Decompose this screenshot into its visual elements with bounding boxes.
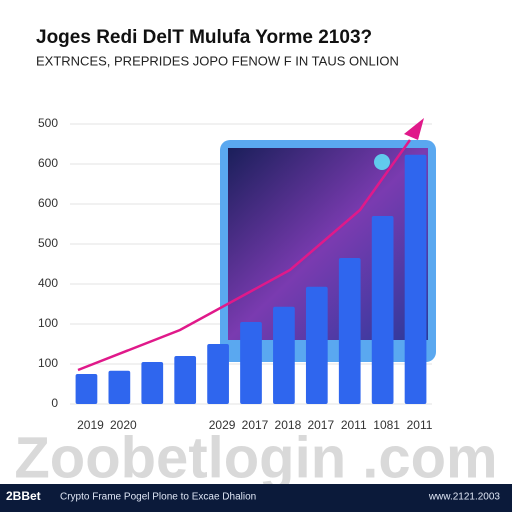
y-tick-label: 400	[38, 276, 58, 290]
x-tick-label: 2017	[242, 418, 269, 432]
chart-subtitle: EXTRNCES, PREPRIDES JOPO FENOW F IN TAUS…	[36, 53, 399, 68]
arrow-head	[404, 118, 424, 140]
y-tick-label: 600	[38, 196, 58, 210]
x-tick-label: 1081	[373, 418, 400, 432]
x-tick-label: 2019	[77, 418, 104, 432]
footer-url: www.2121.2003	[428, 492, 501, 503]
footer-brand: 2BBet	[6, 489, 41, 503]
bar	[108, 370, 131, 404]
bar	[305, 286, 328, 404]
x-tick-label: 2018	[275, 418, 302, 432]
x-tick-label: 2011	[407, 418, 433, 432]
bar	[240, 322, 262, 404]
y-tick-label: 100	[38, 316, 58, 330]
watermark: Zoobetlogin .com	[14, 425, 497, 490]
y-tick-label: 500	[38, 116, 58, 130]
bar	[75, 374, 98, 404]
bar	[273, 306, 295, 404]
footer-bar	[0, 484, 512, 512]
x-tick-label: 2029	[209, 418, 236, 432]
y-tick-label: 600	[38, 156, 58, 170]
bar	[338, 258, 361, 404]
chart-title: Joges Redi DelT Mulufa Yorme 2103?	[36, 27, 372, 48]
trend-arrow	[77, 139, 412, 372]
x-tick-label: 2020	[110, 418, 137, 432]
bar	[174, 356, 197, 404]
footer-caption: Crypto Frame Pogel Plone to Excae Dhalio…	[60, 492, 256, 503]
glow	[374, 154, 390, 170]
x-tick-label: 2017	[307, 418, 334, 432]
bar	[371, 216, 394, 404]
y-tick-label: 0	[51, 396, 58, 410]
bar	[141, 362, 164, 404]
y-tick-label: 500	[38, 236, 58, 250]
monitor-screen	[228, 148, 428, 340]
y-tick-label: 100	[38, 356, 58, 370]
x-tick-label: 2011	[341, 418, 367, 432]
bar	[207, 344, 229, 404]
bar	[404, 154, 427, 404]
